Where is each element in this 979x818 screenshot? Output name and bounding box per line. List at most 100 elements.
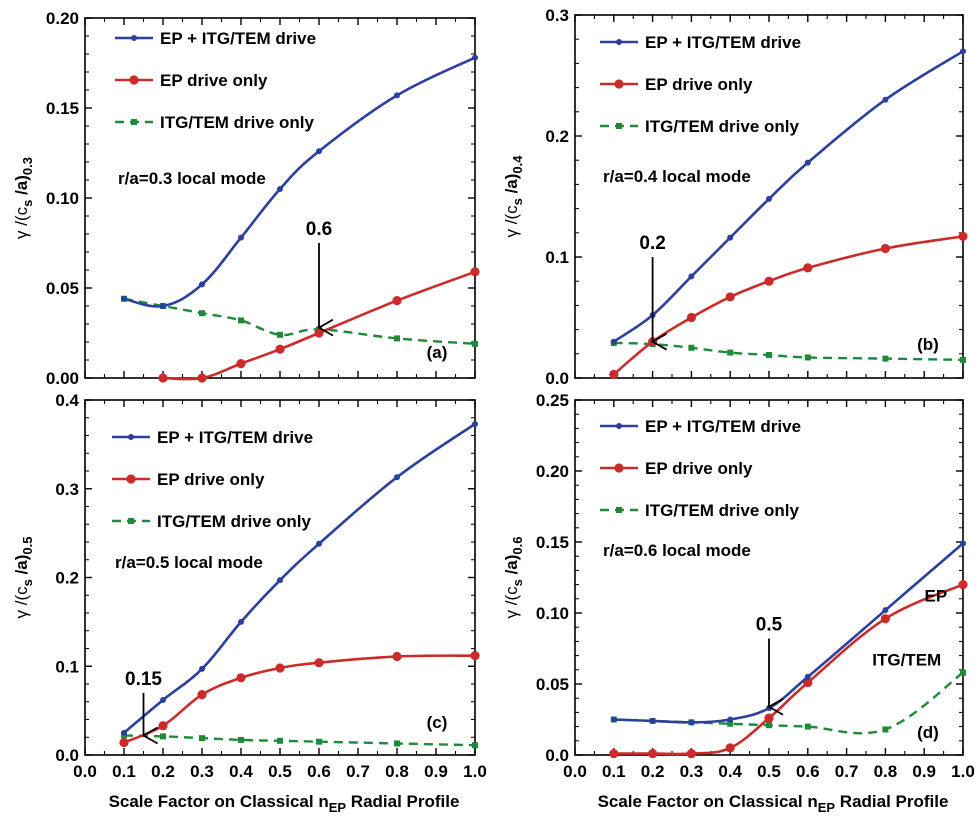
- panel-c-legend-marker: [128, 518, 134, 524]
- panel-a-legend-marker: [129, 75, 139, 85]
- panel-a-point-ep_only: [314, 328, 324, 338]
- panel-c-point-ep_only: [275, 663, 285, 673]
- panel-d-point-ep_itg: [688, 719, 695, 726]
- panel-d-point-itg_only: [804, 723, 811, 730]
- panel-a-point-ep_only: [197, 373, 207, 383]
- panel-c-ytick-label: 0.0: [55, 746, 79, 765]
- panel-c-ylabel-subscript: 0.5: [20, 537, 35, 555]
- panel-a-frame: [84, 17, 476, 379]
- panel-b-point-ep_only: [803, 263, 813, 273]
- panel-b-point-itg_only: [727, 349, 734, 356]
- panel-b-point-itg_only: [804, 354, 811, 361]
- panel-a-point-ep_itg: [160, 303, 166, 309]
- panel-b-point-ep_only: [958, 231, 968, 242]
- panel-b-legend-text: EP drive only: [645, 75, 753, 94]
- panel-b-point-itg_only: [960, 356, 966, 363]
- panel-d-xtick-label: 0.0: [563, 762, 587, 781]
- panel-d-ylabel-subscript: 0.6: [510, 537, 525, 555]
- panel-b-ytick-label: 0.2: [545, 127, 569, 146]
- panel-c-ylabel: γ /(cs /a)0.5: [12, 537, 35, 619]
- panel-c-legend-text: EP + ITG/TEM drive: [157, 428, 313, 447]
- panel-a-legend-itg_only: ITG/TEM drive only: [115, 113, 315, 132]
- panel-b-point-itg_only: [766, 352, 772, 359]
- panel-c-point-ep_itg: [238, 618, 244, 625]
- panel-a-ytick-label: 0.20: [46, 9, 79, 28]
- panel-d-extra-label: ITG/TEM: [872, 651, 941, 670]
- panel-d-point-ep_itg: [610, 716, 617, 723]
- panel-c-point-ep_itg: [394, 474, 400, 481]
- panel-b-legend-marker: [614, 79, 624, 89]
- panel-d-label: (d): [917, 723, 939, 742]
- panel-c-point-ep_only: [470, 651, 480, 661]
- panel-a-ytick-label: 0.15: [46, 99, 79, 118]
- panel-b-legend-marker: [616, 123, 622, 129]
- panel-c-point-itg_only: [160, 733, 166, 740]
- panel-a-legend-marker: [131, 119, 137, 125]
- panel-b-point-ep_only: [609, 369, 619, 379]
- panel-d-xtick-label: 0.9: [912, 762, 936, 781]
- panel-b-point-ep_itg: [610, 338, 617, 345]
- panel-d-point-itg_only: [727, 720, 734, 727]
- panel-a-point-itg_only: [472, 340, 478, 347]
- panel-c-legend-ep_itg: EP + ITG/TEM drive: [112, 428, 313, 447]
- panel-d-point-ep_itg: [649, 717, 656, 724]
- panel-d-legend-text: ITG/TEM drive only: [645, 501, 800, 520]
- panel-d-point-ep_only: [880, 614, 891, 624]
- panel-a-point-itg_only: [277, 331, 283, 338]
- panel-b-legend-text: ITG/TEM drive only: [645, 117, 800, 136]
- panel-d-xtick-label: 0.4: [718, 762, 742, 781]
- panel-c-point-ep_only: [119, 737, 129, 748]
- panel-d-point-itg_only: [960, 669, 966, 676]
- panel-b-ytick-label: 0.0: [545, 369, 569, 388]
- panel-a-point-ep_itg: [394, 92, 400, 99]
- panel-a-legend-text: EP + ITG/TEM drive: [160, 29, 316, 48]
- panel-d-xtick-label: 0.6: [796, 762, 820, 781]
- panel-d: 0.0 0.1 0.2 0.3 0.4 0.5 0.6 0.7 0.8 0.9 1.0 0.0 0.05…: [502, 391, 975, 815]
- panel-a-point-ep_only: [158, 373, 168, 383]
- panel-d-xtick-label: 0.5: [757, 762, 781, 781]
- panel-b-point-ep_itg: [766, 195, 772, 202]
- panel-a-point-itg_only: [199, 310, 205, 317]
- panel-c-point-ep_only: [314, 658, 324, 668]
- panel-d-series-itg_only: [613, 671, 964, 735]
- panel-c-xtick-label: 0.7: [346, 762, 370, 781]
- panel-c-xtick-label: 0.1: [112, 762, 136, 781]
- panel-d-ytick-label: 0.15: [536, 533, 569, 552]
- panel-a-point-ep_only: [470, 267, 480, 277]
- panel-c-point-itg_only: [277, 737, 283, 744]
- panel-b-point-ep_itg: [960, 48, 966, 55]
- panel-d-point-ep_itg: [882, 607, 889, 614]
- panel-b-point-itg_only: [882, 355, 889, 362]
- panel-a-ytick-label: 0.05: [46, 279, 79, 298]
- panel-c-xtick-label: 0.9: [424, 762, 448, 781]
- panel-a-legend-text: EP drive only: [160, 71, 268, 90]
- panel-c-point-ep_itg: [316, 540, 322, 547]
- panel-c-xtick-label: 0.6: [307, 762, 331, 781]
- panel-c-xtick-label: 0.8: [385, 762, 409, 781]
- panel-c-ytick-label: 0.3: [55, 480, 79, 499]
- panel-c-point-ep_only: [236, 673, 246, 683]
- panel-d-point-ep_itg: [804, 673, 811, 680]
- panel-d-arrow-label: 0.5: [756, 615, 783, 636]
- panel-d-ylabel: γ /(cs /a)0.6: [502, 537, 525, 619]
- panel-d-point-ep_only: [686, 748, 697, 759]
- panel-d-xtick-label: 0.2: [641, 762, 665, 781]
- panel-b-ytick-label: 0.1: [545, 248, 569, 267]
- panel-b-point-ep_itg: [727, 234, 734, 241]
- panel-d-mode-text: r/a=0.6 local mode: [603, 541, 751, 560]
- panel-d-xlabel: Scale Factor on Classical nEP Radial Pro…: [598, 792, 949, 815]
- panel-a-ylabel: γ /(cs /a)0.3: [12, 157, 35, 239]
- panel-a-ylabel-subscript: 0.3: [20, 157, 35, 175]
- panel-c-point-itg_only: [199, 735, 205, 742]
- panel-c-ytick-label: 0.2: [55, 569, 79, 588]
- panel-d-xtick-label: 0.1: [602, 762, 626, 781]
- panel-b-series-itg_only: [613, 341, 964, 362]
- panel-c-point-ep_itg: [199, 665, 205, 672]
- panel-c-xtick-label: 1.0: [463, 762, 487, 781]
- panel-d-point-ep_only: [958, 580, 968, 590]
- panel-b-point-ep_only: [725, 292, 735, 302]
- panel-a-point-ep_itg: [199, 281, 205, 288]
- panel-d-xtick-label: 0.8: [874, 762, 898, 781]
- panel-b-legend-text: EP + ITG/TEM drive: [645, 33, 801, 52]
- panel-b-ytick-label: 0.3: [545, 6, 569, 25]
